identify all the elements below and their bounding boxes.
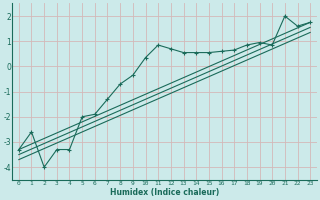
X-axis label: Humidex (Indice chaleur): Humidex (Indice chaleur) [110, 188, 219, 197]
